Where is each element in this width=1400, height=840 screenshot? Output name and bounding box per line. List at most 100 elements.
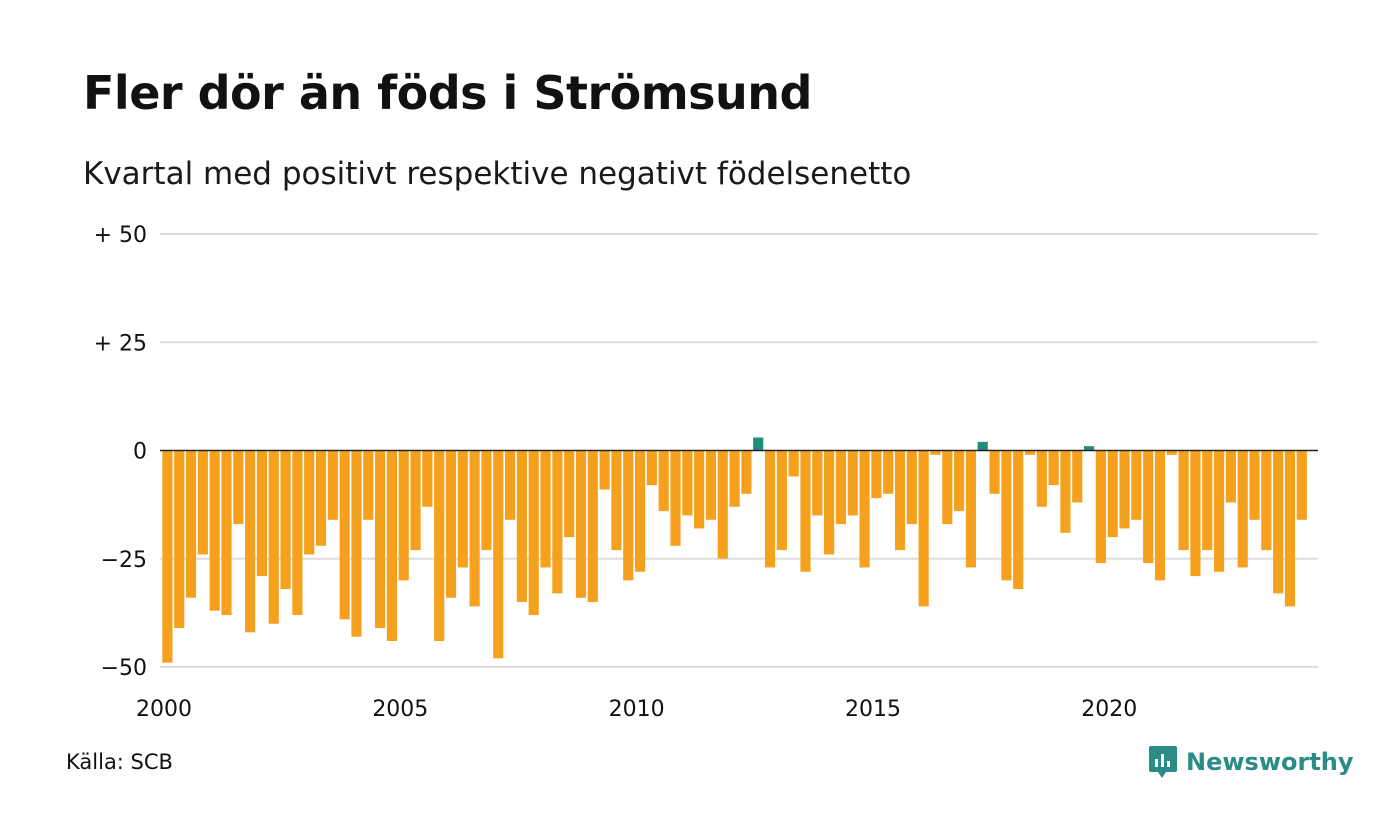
bar: 2016K2: -1 <box>930 450 941 455</box>
bar: 2005K4: -44 <box>434 450 445 642</box>
bar: 2021K1: -30 <box>1154 450 1166 581</box>
bar: 2020K2: -18 <box>1119 450 1130 529</box>
bar: 2019K3: 1 <box>1084 446 1095 451</box>
bar: 2016K3: -17 <box>942 450 953 525</box>
x-tick-label: 2010 <box>609 697 665 722</box>
bars: 2000K1: -492000K2: -412000K3: -342000K4:… <box>162 437 1307 663</box>
bar: 2011K1: -15 <box>682 450 693 516</box>
bar: 2021K3: -23 <box>1178 450 1189 551</box>
bar: 2008K4: -34 <box>575 450 587 598</box>
bar: 2006K2: -27 <box>457 450 468 568</box>
y-tick-label: + 50 <box>94 223 147 248</box>
bar: 2018K1: -32 <box>1013 450 1024 590</box>
y-axis-labels: + 50 + 25 0 −25 −50 <box>94 223 147 681</box>
bar: 2001K4: -42 <box>245 450 256 633</box>
bar: 2008K2: -33 <box>552 450 563 594</box>
bar-chart: 2000K1: -492000K2: -412000K3: -342000K4:… <box>94 223 1318 722</box>
bar: 2020K4: -26 <box>1143 450 1154 564</box>
bar: 2021K2: -1 <box>1166 450 1177 455</box>
bar: 2015K2: -10 <box>883 450 894 494</box>
bar: 2015K4: -17 <box>906 450 917 525</box>
bar: 2021K4: -29 <box>1190 450 1201 577</box>
bar: 2023K3: -33 <box>1273 450 1284 594</box>
x-tick-label: 2015 <box>845 697 901 722</box>
bar: 2017K2: 2 <box>977 441 988 451</box>
bar: 2015K3: -23 <box>894 450 906 551</box>
bar: 2013K4: -15 <box>812 450 823 516</box>
bar: 2000K1: -49 <box>162 450 173 663</box>
bar: 2024K1: -16 <box>1296 450 1307 520</box>
bar: 2019K4: -26 <box>1095 450 1106 564</box>
bar: 2006K3: -36 <box>469 450 480 607</box>
bar: 2002K1: -29 <box>256 450 268 577</box>
bar: 2007K3: -35 <box>516 450 527 603</box>
x-tick-label: 2020 <box>1081 697 1137 722</box>
source-note: Källa: SCB <box>66 750 173 774</box>
bar: 2001K3: -17 <box>233 450 244 525</box>
bar: 2012K1: -13 <box>729 450 740 507</box>
bar: 2014K3: -15 <box>847 450 858 516</box>
bar: 2004K1: -43 <box>351 450 362 637</box>
bar: 2015K1: -11 <box>871 450 882 499</box>
bar: 2006K1: -34 <box>445 450 457 598</box>
grid-lines <box>160 233 1318 668</box>
brand[interactable]: Newsworthy <box>1148 744 1354 780</box>
bar: 2010K2: -8 <box>646 450 657 486</box>
bar: 2002K2: -40 <box>268 450 279 624</box>
bar: 2000K2: -41 <box>174 450 185 629</box>
bar: 2005K3: -13 <box>422 450 433 507</box>
bar: 2007K2: -16 <box>505 450 516 520</box>
bar: 2009K4: -30 <box>623 450 634 581</box>
y-tick-label: + 25 <box>94 331 147 356</box>
y-tick-label: 0 <box>133 440 147 465</box>
brand-name: Newsworthy <box>1186 748 1354 776</box>
bar: 2020K1: -20 <box>1107 450 1118 538</box>
bar: 2018K3: -13 <box>1036 450 1047 507</box>
bar: 2010K4: -22 <box>670 450 681 546</box>
bar: 2023K2: -23 <box>1261 450 1272 551</box>
bar: 2005K1: -30 <box>398 450 409 581</box>
bar: 2018K4: -8 <box>1048 450 1059 486</box>
bar: 2002K3: -32 <box>280 450 291 590</box>
bar: 2019K1: -19 <box>1060 450 1071 533</box>
y-tick-label: −50 <box>101 656 147 681</box>
bar: 2007K1: -48 <box>493 450 504 659</box>
bar: 2022K2: -28 <box>1213 450 1225 572</box>
bar: 2010K3: -14 <box>658 450 669 512</box>
bar: 2008K3: -20 <box>564 450 575 538</box>
bar: 2004K2: -16 <box>363 450 374 520</box>
bar: 2017K4: -30 <box>1001 450 1012 581</box>
bar: 2002K4: -38 <box>292 450 303 616</box>
bar: 2022K4: -27 <box>1237 450 1248 568</box>
bar: 2003K3: -16 <box>327 450 338 520</box>
bar: 2000K4: -24 <box>197 450 208 555</box>
bar: 2009K2: -9 <box>599 450 610 490</box>
bar: 2014K2: -17 <box>835 450 847 525</box>
bar: 2016K1: -36 <box>918 450 929 607</box>
bar: 2000K3: -34 <box>185 450 197 598</box>
bar: 2023K1: -16 <box>1249 450 1260 520</box>
chart-title: Fler dör än föds i Strömsund <box>83 66 813 120</box>
bar: 2017K1: -27 <box>965 450 976 568</box>
bar: 2005K2: -23 <box>410 450 421 551</box>
bar: 2012K3: 3 <box>753 437 764 451</box>
bar: 2003K4: -39 <box>339 450 350 620</box>
bar: 2013K3: -28 <box>800 450 811 572</box>
y-tick-label: −25 <box>101 548 147 573</box>
bar: 2008K1: -27 <box>540 450 551 568</box>
bar: 2018K2: -1 <box>1024 450 1036 455</box>
bar: 2006K4: -23 <box>481 450 492 551</box>
bar: 2014K1: -24 <box>824 450 835 555</box>
bar: 2020K3: -16 <box>1131 450 1142 520</box>
bar: 2016K4: -14 <box>954 450 965 512</box>
bar: 2013K1: -23 <box>776 450 787 551</box>
bar: 2010K1: -28 <box>634 450 646 572</box>
bar: 2009K3: -23 <box>611 450 622 551</box>
bar: 2023K4: -36 <box>1284 450 1296 607</box>
bar: 2003K2: -22 <box>315 450 327 546</box>
bar: 2012K4: -27 <box>764 450 776 568</box>
bar: 2001K2: -38 <box>221 450 232 616</box>
bar: 2007K4: -38 <box>528 450 539 616</box>
bar: 2003K1: -24 <box>304 450 315 555</box>
bar: 2012K2: -10 <box>741 450 752 494</box>
